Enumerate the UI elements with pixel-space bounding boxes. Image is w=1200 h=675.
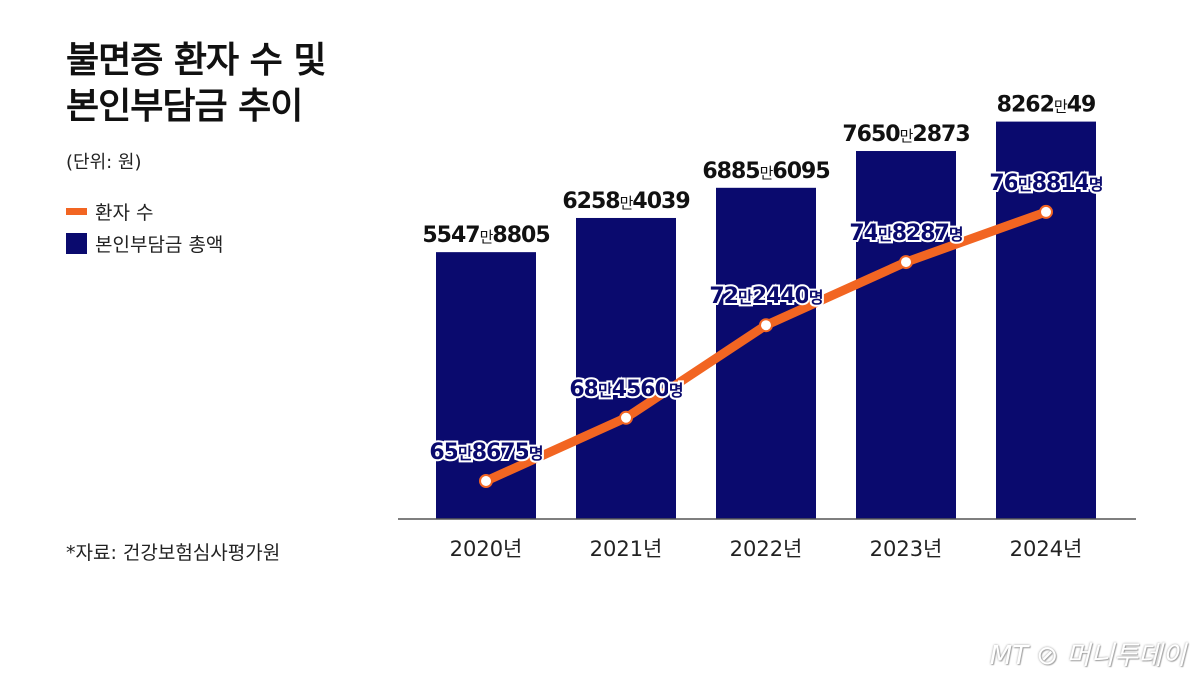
- label-part: 8287: [892, 221, 949, 246]
- label-part: 만: [458, 444, 473, 463]
- label-part: 8814: [1032, 171, 1090, 196]
- bar: [576, 217, 676, 520]
- label-part: 4039: [632, 189, 689, 214]
- label-part: 6095: [772, 159, 829, 184]
- unit-label: (단위: 원): [66, 152, 142, 173]
- label-part: 72: [709, 284, 738, 309]
- label-part: 2873: [912, 122, 969, 147]
- logo-watermark: MT ⊘ 머니투데이: [989, 641, 1186, 671]
- label-part: 만: [1018, 175, 1033, 194]
- legend-item-cost: 본인부담금 총액: [66, 230, 223, 257]
- x-tick-label: 2021년: [590, 537, 663, 561]
- bar: [996, 121, 1096, 519]
- bar-value-label: 6885만6095: [702, 159, 829, 184]
- line-point: [619, 410, 633, 425]
- line-value-label: 74만8287명: [849, 221, 963, 246]
- label-part: 6258: [562, 189, 619, 214]
- line-point: [759, 318, 773, 333]
- line-value-label: 65만8675명: [429, 440, 543, 465]
- line-value-label: 72만2440명: [709, 284, 823, 309]
- x-tick-label: 2022년: [730, 537, 803, 561]
- title-line-2: 본인부담금 추이: [66, 86, 303, 127]
- line-point: [479, 474, 493, 488]
- label-part: 명: [1089, 175, 1103, 194]
- label-part: 49: [1067, 93, 1096, 118]
- label-part: 68: [569, 377, 598, 402]
- bar-value-label: 6258만4039: [562, 189, 689, 214]
- x-tick-label: 2020년: [450, 537, 523, 561]
- title-line-1: 불면증 환자 수 및: [66, 40, 326, 81]
- label-part: 명: [809, 288, 823, 307]
- label-part: 76: [989, 171, 1018, 196]
- label-part: 8805: [492, 223, 549, 248]
- legend-swatch-bar: [66, 233, 87, 254]
- label-part: 2440: [752, 284, 810, 309]
- label-part: 명: [669, 381, 683, 400]
- bar: [716, 187, 816, 519]
- x-tick-label: 2023년: [870, 537, 943, 561]
- label-part: 명: [949, 225, 963, 244]
- label-part: 만: [1054, 98, 1068, 116]
- legend-label: 환자 수: [95, 202, 154, 224]
- line-point: [1039, 204, 1053, 219]
- label-part: 만: [620, 194, 634, 212]
- bar-value-label: 5547만8805: [422, 223, 549, 248]
- label-part: 만: [738, 288, 753, 307]
- line-value-label: 76만8814명: [989, 171, 1103, 196]
- label-part: 만: [900, 127, 914, 145]
- label-part: 만: [878, 225, 893, 244]
- legend-label: 본인부담금 총액: [95, 234, 224, 256]
- line-point: [899, 255, 913, 270]
- bar: [856, 151, 956, 519]
- label-part: 5547: [422, 223, 479, 248]
- label-part: 7650: [842, 122, 900, 147]
- label-part: 74: [849, 221, 878, 246]
- label-part: 만: [760, 164, 774, 182]
- source-note: *자료: 건강보험심사평가원: [66, 542, 281, 564]
- label-part: 4560: [612, 377, 670, 402]
- label-part: 8675: [472, 440, 529, 465]
- bar-value-label: 8262만49: [997, 93, 1096, 118]
- legend-item-patients: 환자 수: [66, 198, 153, 225]
- x-tick-label: 2024년: [1010, 537, 1083, 561]
- line-value-label: 68만4560명: [569, 377, 683, 402]
- label-part: 만: [480, 228, 494, 246]
- label-part: 명: [529, 444, 543, 463]
- label-part: 6885: [702, 159, 759, 184]
- label-part: 65: [429, 440, 458, 465]
- legend-swatch-line: [66, 208, 87, 215]
- label-part: 8262: [997, 93, 1054, 118]
- bar-value-label: 7650만2873: [842, 122, 969, 147]
- label-part: 만: [598, 381, 613, 400]
